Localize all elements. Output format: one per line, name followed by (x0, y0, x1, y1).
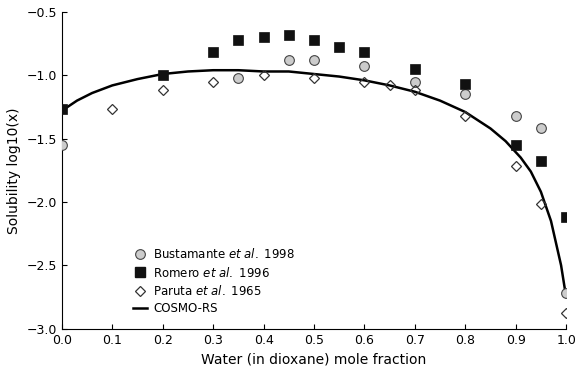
Y-axis label: Solubility log10(x): Solubility log10(x) (7, 107, 21, 233)
Legend: Bustamante $\it{et\ al.}$ 1998, Romero $\it{et\ al.}$ 1996, Paruta $\it{et\ al.}: Bustamante $\it{et\ al.}$ 1998, Romero $… (128, 243, 300, 320)
X-axis label: Water (in dioxane) mole fraction: Water (in dioxane) mole fraction (201, 352, 427, 366)
